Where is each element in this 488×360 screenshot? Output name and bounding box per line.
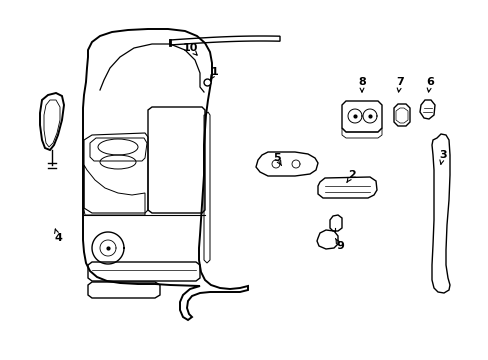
Text: 5: 5	[273, 153, 280, 163]
Text: 4: 4	[54, 233, 62, 243]
Text: 10: 10	[182, 43, 197, 53]
Text: 3: 3	[438, 150, 446, 160]
Text: 9: 9	[335, 241, 343, 251]
Text: 2: 2	[347, 170, 355, 180]
Text: 1: 1	[211, 67, 219, 77]
Text: 8: 8	[357, 77, 365, 87]
Text: 6: 6	[425, 77, 433, 87]
Text: 7: 7	[395, 77, 403, 87]
